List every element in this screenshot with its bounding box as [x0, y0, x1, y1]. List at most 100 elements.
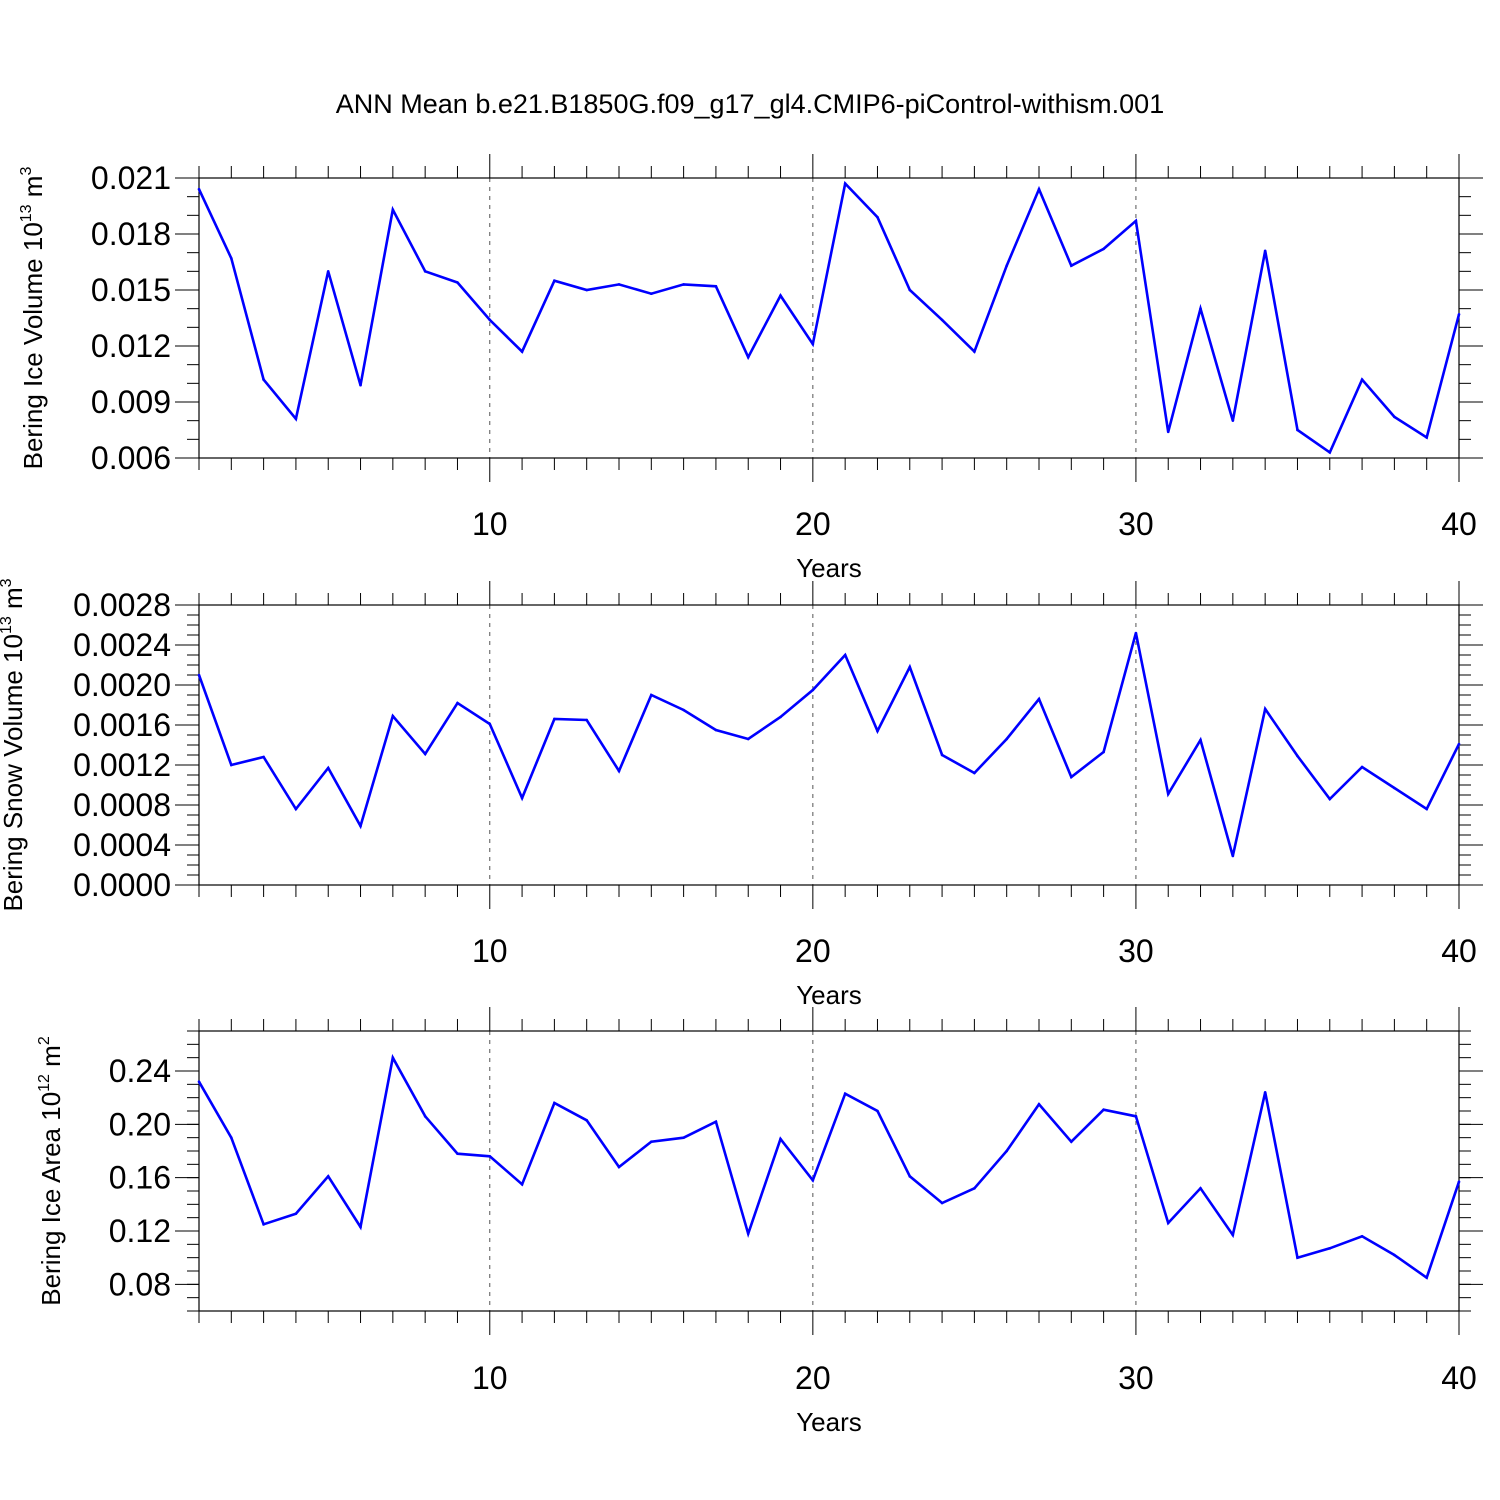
x-axis-label: Years — [796, 553, 862, 583]
y-tick-label: 0.0016 — [73, 707, 171, 743]
y-axis-label-unit: m — [36, 1045, 66, 1074]
data-point — [746, 1232, 750, 1235]
data-point — [359, 1225, 362, 1229]
y-axis-label-text: Bering Ice Area 10 — [36, 1092, 66, 1306]
data-point — [1393, 1253, 1396, 1257]
data-point — [682, 1136, 685, 1139]
y-tick-label: 0.0012 — [73, 747, 171, 783]
data-point — [1005, 737, 1008, 741]
x-tick-label: 20 — [795, 506, 831, 542]
data-point — [1328, 797, 1332, 801]
y-tick-label: 0.16 — [109, 1160, 171, 1196]
data-point — [682, 283, 685, 286]
data-point — [908, 1175, 912, 1178]
data-point — [779, 715, 782, 719]
x-tick-label: 40 — [1441, 1360, 1477, 1396]
data-point — [1070, 775, 1073, 779]
data-point — [1296, 428, 1299, 432]
y-axis-label-unit-exponent: 3 — [18, 167, 35, 176]
data-point — [391, 714, 395, 718]
data-point — [585, 288, 588, 292]
data-point — [262, 378, 265, 381]
data-point — [553, 1101, 556, 1105]
data-point — [197, 187, 201, 191]
data-point — [650, 1140, 653, 1143]
data-point — [973, 771, 976, 775]
x-tick-label: 40 — [1441, 933, 1477, 969]
data-point — [230, 256, 233, 260]
data-point — [1199, 738, 1202, 742]
y-axis-label-unit-exponent: 3 — [0, 578, 15, 587]
data-point — [262, 1223, 265, 1226]
x-axis-label: Years — [796, 980, 862, 1010]
data-point — [908, 665, 912, 669]
y-axis-label: Bering Snow Volume 1013 m3 — [0, 578, 28, 911]
data-point — [940, 1201, 944, 1205]
data-point — [1263, 707, 1267, 711]
data-point — [811, 688, 815, 692]
x-tick-label: 10 — [472, 1360, 508, 1396]
data-point — [391, 208, 395, 212]
data-point — [682, 708, 685, 712]
data-point — [1360, 765, 1364, 769]
y-axis-label-text: Bering Ice Volume 10 — [18, 222, 48, 469]
data-point — [1360, 1235, 1364, 1238]
y-axis-label-exponent: 13 — [18, 204, 35, 222]
data-point — [230, 1136, 233, 1139]
data-point — [1166, 430, 1170, 434]
data-point — [1263, 249, 1267, 253]
data-point — [1102, 750, 1105, 754]
data-point — [617, 769, 621, 773]
data-point — [1393, 786, 1396, 790]
data-point — [876, 1109, 879, 1113]
data-point — [940, 753, 944, 757]
data-point — [843, 1092, 847, 1095]
x-tick-label: 20 — [795, 933, 831, 969]
data-point — [1166, 1221, 1170, 1225]
data-point — [779, 1137, 782, 1141]
data-point — [456, 1152, 459, 1155]
y-axis-label-text: Bering Snow Volume 10 — [0, 634, 28, 912]
series-line — [197, 180, 1461, 455]
y-tick-label: 0.0028 — [73, 587, 171, 623]
data-point — [553, 717, 556, 721]
data-point — [391, 1056, 395, 1059]
data-point — [714, 1120, 718, 1123]
chart-panel-3: 0.08 0.12 0.16 0.20 0.24 10 20 30 40 Years Bering … — [36, 1007, 1483, 1437]
y-tick-label: 0.009 — [91, 384, 171, 420]
y-tick-label: 0.012 — [91, 328, 171, 364]
data-point — [488, 318, 492, 322]
y-tick-label: 0.20 — [109, 1106, 171, 1142]
data-point — [197, 1080, 201, 1083]
x-axis-label: Years — [796, 1407, 862, 1437]
data-point — [1457, 312, 1461, 316]
data-point — [1134, 219, 1138, 223]
data-point — [1005, 264, 1008, 268]
data-point — [779, 294, 782, 297]
y-axis-label: Bering Ice Volume 1013 m3 — [18, 167, 48, 470]
y-axis-label-unit-exponent: 2 — [36, 1036, 53, 1045]
data-point — [843, 182, 847, 185]
y-tick-label: 0.015 — [91, 272, 171, 308]
data-point — [294, 807, 298, 811]
x-tick-label: 30 — [1118, 933, 1154, 969]
data-point — [1070, 1140, 1073, 1143]
data-point — [1134, 1115, 1138, 1118]
data-point — [1296, 754, 1299, 758]
y-axis-label: Bering Ice Area 1012 m2 — [36, 1036, 66, 1306]
data-point — [1037, 697, 1041, 701]
data-point — [1231, 419, 1235, 422]
data-point — [1425, 807, 1428, 811]
data-point — [197, 673, 201, 677]
data-point — [262, 755, 265, 759]
data-point — [456, 281, 459, 284]
y-tick-label: 0.0020 — [73, 667, 171, 703]
x-tick-label: 30 — [1118, 506, 1154, 542]
y-tick-label: 0.0024 — [73, 627, 171, 663]
data-point — [423, 270, 427, 273]
plot-frame — [198, 177, 1460, 459]
y-axis-label-exponent: 13 — [0, 616, 15, 634]
data-point — [908, 288, 912, 292]
x-tick-label: 30 — [1118, 1360, 1154, 1396]
